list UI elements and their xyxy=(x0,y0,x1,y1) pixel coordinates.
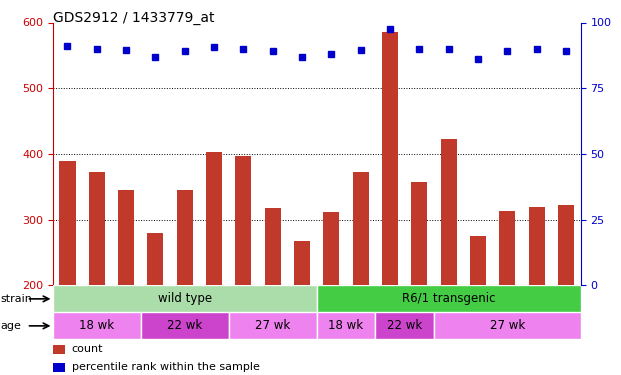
Bar xyxy=(382,32,398,285)
Text: 18 wk: 18 wk xyxy=(329,320,364,332)
Bar xyxy=(317,312,375,339)
Text: 22 wk: 22 wk xyxy=(167,320,202,332)
Bar xyxy=(53,285,317,312)
Bar xyxy=(353,172,369,285)
Text: 27 wk: 27 wk xyxy=(490,320,525,332)
Bar xyxy=(53,363,65,372)
Bar xyxy=(558,205,574,285)
Text: GDS2912 / 1433779_at: GDS2912 / 1433779_at xyxy=(53,11,214,25)
Text: R6/1 transgenic: R6/1 transgenic xyxy=(402,292,496,305)
Bar xyxy=(89,172,105,285)
Bar xyxy=(499,211,515,285)
Bar xyxy=(528,207,545,285)
Text: wild type: wild type xyxy=(158,292,212,305)
Text: age: age xyxy=(1,321,22,331)
Bar xyxy=(324,212,340,285)
Bar xyxy=(53,312,141,339)
Text: count: count xyxy=(72,344,103,354)
Text: percentile rank within the sample: percentile rank within the sample xyxy=(72,362,260,372)
Bar xyxy=(53,345,65,354)
Bar xyxy=(375,312,434,339)
Bar xyxy=(229,312,317,339)
Bar xyxy=(411,182,427,285)
Bar xyxy=(177,190,193,285)
Bar xyxy=(294,241,310,285)
Bar xyxy=(206,152,222,285)
Bar xyxy=(441,140,456,285)
Text: 22 wk: 22 wk xyxy=(387,320,422,332)
Text: 18 wk: 18 wk xyxy=(79,320,114,332)
Bar xyxy=(470,236,486,285)
Bar xyxy=(317,285,581,312)
Text: 27 wk: 27 wk xyxy=(255,320,291,332)
Bar xyxy=(434,312,581,339)
Text: strain: strain xyxy=(1,294,32,304)
Bar xyxy=(265,208,281,285)
Bar xyxy=(147,233,163,285)
Bar xyxy=(118,190,134,285)
Bar xyxy=(60,160,76,285)
Bar xyxy=(141,312,229,339)
Bar xyxy=(235,156,252,285)
